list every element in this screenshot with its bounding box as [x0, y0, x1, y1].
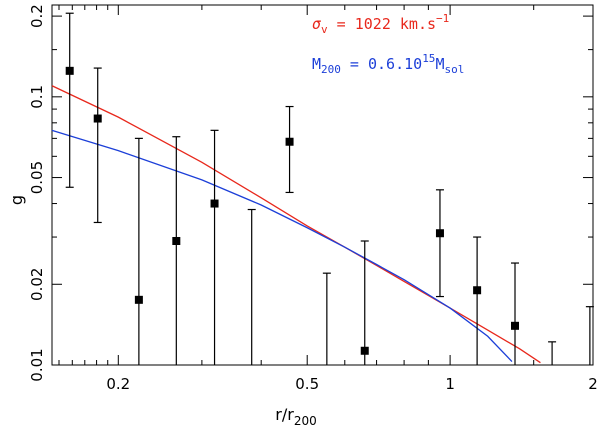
y-tick-label: 0.05 — [28, 161, 46, 194]
x-axis-label: r/r200 — [275, 405, 316, 428]
data-point — [210, 199, 219, 208]
data-point — [360, 346, 369, 355]
legend-sigma-sub: v — [321, 23, 328, 36]
data-points — [65, 12, 594, 365]
data-point — [285, 137, 294, 146]
y-tick-label: 0.01 — [28, 348, 46, 381]
data-point — [172, 236, 181, 245]
data-point — [511, 321, 520, 330]
legend-m200-end-sub: sol — [444, 63, 464, 76]
data-point — [435, 229, 444, 238]
legend-m200-mid: = 0.6.10 — [341, 55, 422, 73]
legend-sigma-text: = 1022 km.s — [328, 15, 436, 33]
tick-marks — [52, 5, 594, 366]
y-axis-label: g — [7, 195, 26, 205]
x-tick-label: 1 — [445, 375, 455, 393]
x-tick-label: 0.2 — [106, 375, 130, 393]
y-tick-label: 0.02 — [28, 268, 46, 301]
plot-frame — [51, 4, 594, 366]
legend-m200-sub: 200 — [321, 63, 341, 76]
x-tick-label: 2 — [588, 375, 598, 393]
legend-m200: M200 = 0.6.1015Msol — [312, 52, 464, 76]
legend-sigma-v: σv = 1022 km.s−1 — [312, 12, 449, 36]
data-point — [65, 66, 74, 75]
legend-m200-text: M — [312, 55, 321, 73]
curve-M200 — [51, 129, 513, 363]
legend-sigma-symbol: σ — [312, 15, 321, 33]
data-point — [93, 114, 102, 123]
model-curves — [51, 85, 541, 364]
x-axis-label-main: r/r — [275, 405, 294, 424]
tick-labels: 0.2 0.5 1 2 0.01 0.02 0.05 0.1 0.2 — [28, 4, 598, 393]
y-tick-label: 0.2 — [28, 4, 46, 28]
legend-m200-sup: 15 — [422, 52, 435, 65]
data-point — [473, 286, 482, 295]
x-axis-label-sub: 200 — [294, 414, 317, 428]
y-tick-label: 0.1 — [28, 85, 46, 109]
legend-m200-end: M — [435, 55, 444, 73]
x-tick-label: 0.5 — [295, 375, 319, 393]
legend-sigma-sup: −1 — [436, 12, 449, 25]
data-point — [134, 295, 143, 304]
